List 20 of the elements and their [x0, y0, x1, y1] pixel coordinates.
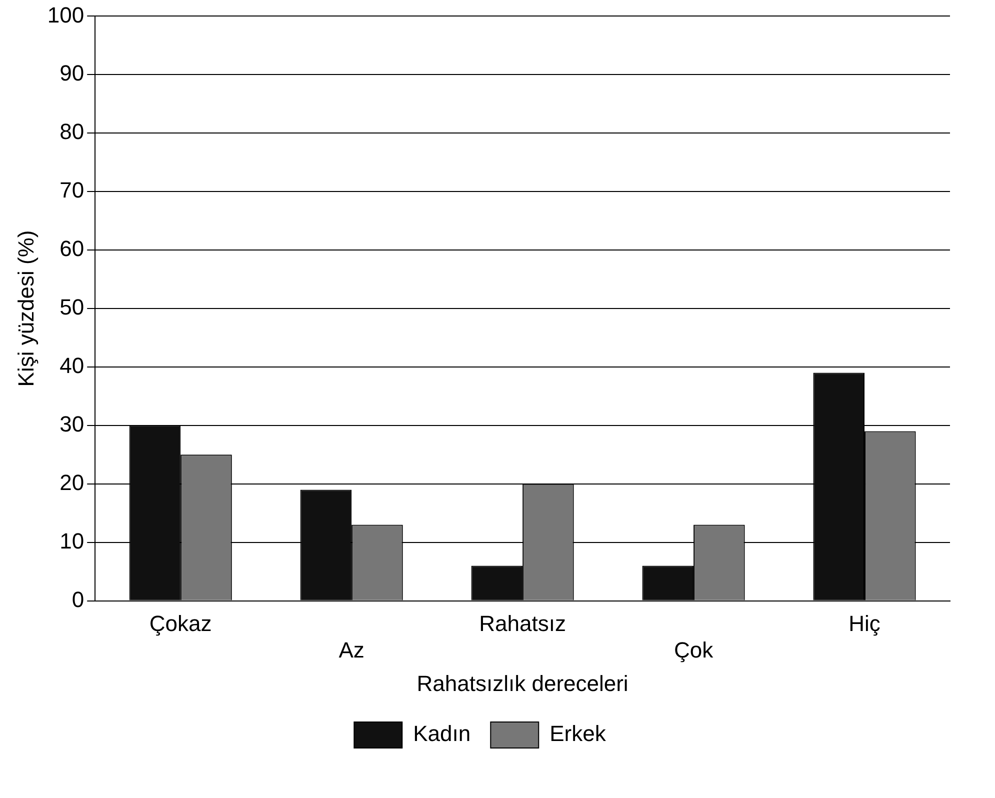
y-tick-label: 100: [47, 2, 84, 28]
x-tick-label: Çok: [674, 637, 714, 662]
y-tick-label: 40: [60, 353, 84, 378]
x-axis-title: Rahatsızlık dereceleri: [416, 670, 628, 696]
y-tick-label: 30: [60, 411, 84, 436]
y-tick-label: 50: [60, 294, 84, 320]
y-tick-label: 60: [60, 236, 84, 262]
legend-label: Erkek: [550, 721, 607, 746]
y-axis-title: Kişi yüzdesi (%): [13, 230, 38, 387]
x-tick-label: Rahatsız: [479, 611, 566, 636]
x-tick-label: Hiç: [848, 611, 880, 636]
x-tick-label: Çokaz: [149, 611, 212, 636]
y-tick-label: 0: [72, 586, 84, 612]
x-tick-label: Az: [338, 637, 364, 662]
y-tick-label: 20: [60, 470, 84, 495]
y-tick-label: 80: [60, 119, 84, 144]
y-tick-label: 70: [60, 178, 84, 203]
y-tick-label: 90: [60, 60, 84, 86]
y-tick-label: 10: [60, 528, 84, 554]
legend-label: Kadın: [413, 721, 471, 746]
